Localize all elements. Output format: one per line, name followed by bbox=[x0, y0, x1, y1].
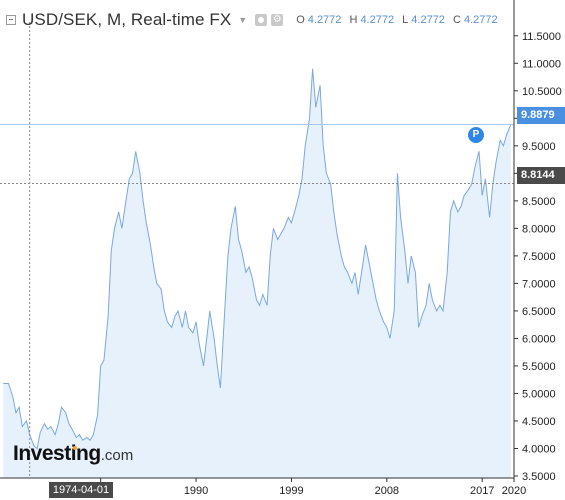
gear-icon[interactable]: ⚙ bbox=[271, 14, 284, 26]
price-tick-label: 8.5000 bbox=[522, 196, 556, 208]
last-price-tag: 9.8879 bbox=[517, 107, 565, 124]
price-tick-label: 9.5000 bbox=[522, 141, 556, 153]
time-tick-label: 2020 bbox=[502, 485, 526, 497]
price-tick-label: 11.0000 bbox=[522, 58, 561, 70]
collapse-icon[interactable] bbox=[6, 15, 16, 25]
price-axis: 3.5000 4.0000 4.5000 5.0000 5.5000 6.0000 6.50… bbox=[513, 0, 562, 483]
price-tick-label: 7.0000 bbox=[522, 278, 556, 290]
high-value: 4.2772 bbox=[360, 14, 395, 26]
chevron-down-icon[interactable]: ▼ bbox=[238, 15, 248, 25]
price-tick-label: 4.5000 bbox=[522, 416, 556, 428]
eye-icon[interactable] bbox=[255, 14, 268, 26]
logo-suffix: .com bbox=[100, 447, 134, 464]
area-fill bbox=[3, 68, 511, 479]
crosshair-price-tag: 8.8144 bbox=[517, 167, 565, 184]
price-tick-label: 6.0000 bbox=[522, 333, 556, 345]
ohlc-values: O 4.2772 H 4.2772 L 4.2772 C 4.2772 bbox=[291, 14, 497, 26]
open-key: O bbox=[296, 14, 305, 26]
crosshair-date-tag: 1974-04-01 bbox=[49, 482, 113, 498]
open-value: 4.2772 bbox=[307, 14, 342, 26]
close-key: C bbox=[453, 14, 461, 26]
price-tick-label: 7.5000 bbox=[522, 251, 556, 263]
area-series bbox=[3, 68, 512, 479]
low-key: L bbox=[402, 14, 409, 26]
chart-header: USD/SEK, M, Real-time FX ▼ ⚙ O 4.2772 H 4.… bbox=[6, 10, 498, 30]
time-tick-label: 1990 bbox=[184, 485, 208, 497]
time-tick-label: 2017 bbox=[470, 485, 494, 497]
high-key: H bbox=[349, 14, 358, 26]
price-tick-label: 5.0000 bbox=[522, 388, 556, 400]
low-value: 4.2772 bbox=[411, 14, 445, 26]
event-marker[interactable]: P bbox=[468, 127, 484, 143]
close-value: 4.2772 bbox=[463, 14, 498, 26]
price-tick-label: 10.5000 bbox=[522, 86, 562, 98]
investing-logo[interactable]: Investing.com bbox=[13, 442, 133, 466]
symbol-title[interactable]: USD/SEK, M, Real-time FX bbox=[22, 10, 232, 29]
price-tick-label: 11.5000 bbox=[522, 31, 561, 43]
price-tick-label: 3.5000 bbox=[522, 471, 556, 483]
price-tick-label: 5.5000 bbox=[522, 361, 556, 373]
price-tick-label: 4.0000 bbox=[522, 443, 556, 455]
price-tick-label: 8.0000 bbox=[522, 223, 556, 235]
price-tick-label: 6.5000 bbox=[522, 306, 556, 318]
time-tick-label: 2008 bbox=[375, 485, 399, 497]
price-line bbox=[3, 68, 512, 450]
logo-main: Investing bbox=[13, 442, 101, 465]
logo-dot bbox=[73, 446, 77, 450]
time-tick-label: 1999 bbox=[279, 485, 303, 497]
crosshair bbox=[0, 22, 514, 478]
